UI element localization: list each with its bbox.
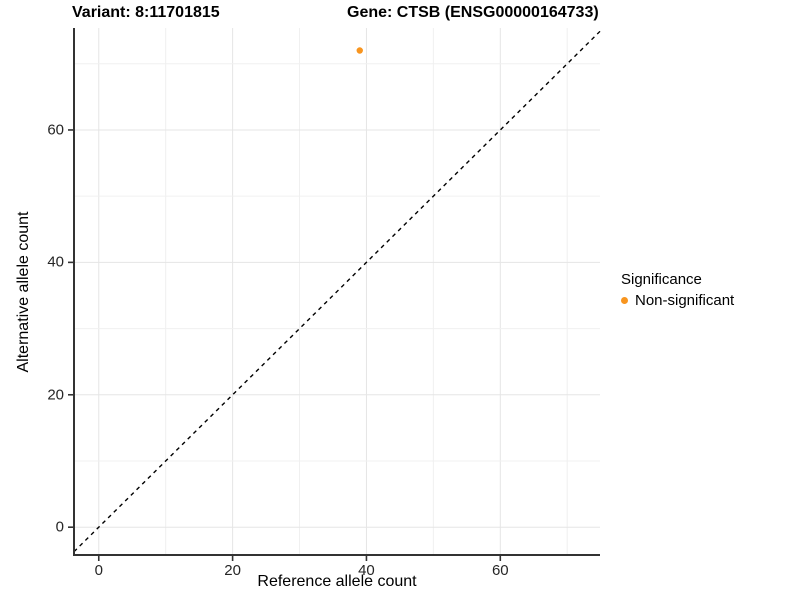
y-tick-label: 0 <box>55 518 64 536</box>
gene-title: Gene: CTSB (ENSG00000164733) <box>347 4 599 21</box>
x-axis-title: Reference allele count <box>257 573 417 590</box>
y-tick-label: 40 <box>47 253 64 271</box>
x-tick-label: 0 <box>94 562 103 579</box>
legend-title: Significance <box>621 271 702 288</box>
y-tick-label: 20 <box>47 386 64 404</box>
variant-title: Variant: 8:11701815 <box>72 4 220 21</box>
x-tick-label: 20 <box>224 562 241 579</box>
x-tick-label: 40 <box>358 562 375 579</box>
data-point <box>356 47 363 54</box>
legend-item-label: Non-significant <box>635 292 735 309</box>
x-tick-label: 60 <box>491 562 509 579</box>
legend-item-non-significant: Non-significant <box>621 292 734 309</box>
legend-point-icon <box>621 297 628 304</box>
identity-dashed-line <box>73 30 601 553</box>
y-axis-title: Alternative allele count <box>15 211 32 373</box>
legend: Significance Non-significant <box>621 271 734 309</box>
y-tick-label: 60 <box>47 121 64 139</box>
